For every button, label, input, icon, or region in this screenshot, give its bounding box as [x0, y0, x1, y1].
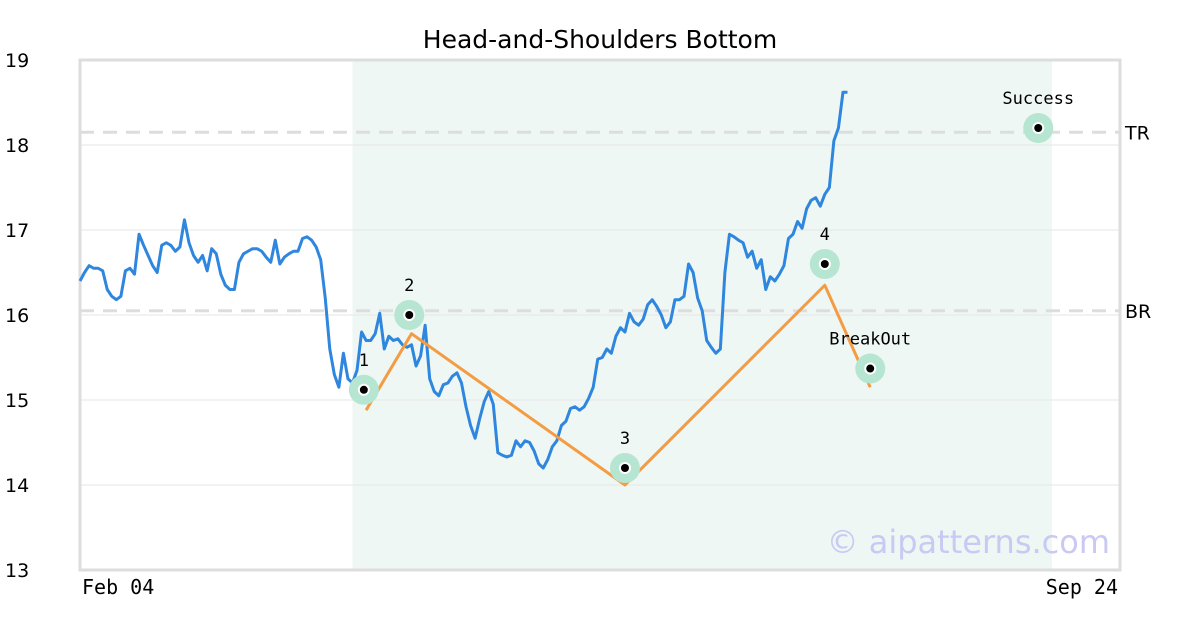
marker-1: 1 — [348, 351, 379, 405]
watermark: © aipatterns.com — [827, 523, 1110, 561]
y-tick-label: 18 — [5, 135, 29, 157]
price-series — [78, 90, 848, 470]
reference-lines: TR BR — [80, 122, 1151, 323]
marker-dot — [620, 464, 629, 472]
marker-label: 2 — [404, 276, 414, 296]
y-axis-ticks: 13 14 15 16 17 18 19 — [5, 50, 29, 582]
marker-success: Success — [1002, 89, 1074, 143]
marker-breakout: BreakOut — [829, 330, 911, 384]
marker-dot — [820, 260, 829, 268]
marker-label: Success — [1002, 89, 1074, 109]
marker-label: BreakOut — [829, 330, 911, 350]
marker-2: 2 — [394, 276, 425, 330]
y-tick-label: 15 — [5, 390, 29, 412]
y-tick-label: 17 — [5, 220, 29, 242]
y-tick-label: 16 — [5, 305, 29, 327]
chart-title: Head-and-Shoulders Bottom — [423, 25, 777, 54]
pivot-markers: 1 2 3 4 BreakOut Success — [348, 89, 1074, 483]
pattern-line — [364, 283, 872, 487]
marker-4: 4 — [809, 225, 840, 279]
marker-label: 4 — [820, 225, 830, 245]
marker-label: 3 — [620, 429, 630, 449]
reference-label-tr: TR — [1124, 122, 1150, 144]
price-line — [78, 90, 848, 470]
plot-area-frame — [78, 58, 1122, 572]
marker-dot — [866, 364, 875, 373]
marker-dot — [405, 311, 414, 319]
marker-dot — [359, 385, 368, 394]
marker-dot — [1034, 124, 1043, 132]
reference-label-br: BR — [1125, 301, 1151, 323]
pattern-lines — [364, 283, 872, 487]
y-tick-label: 13 — [5, 560, 29, 582]
x-tick-label: Feb 04 — [82, 575, 154, 599]
marker-label: 1 — [359, 351, 369, 371]
marker-3: 3 — [609, 429, 640, 483]
y-tick-label: 14 — [5, 475, 29, 497]
x-tick-label: Sep 24 — [1046, 575, 1118, 599]
y-tick-label: 19 — [5, 50, 29, 72]
x-axis-ticks: Feb 04 Sep 24 — [82, 575, 1118, 599]
